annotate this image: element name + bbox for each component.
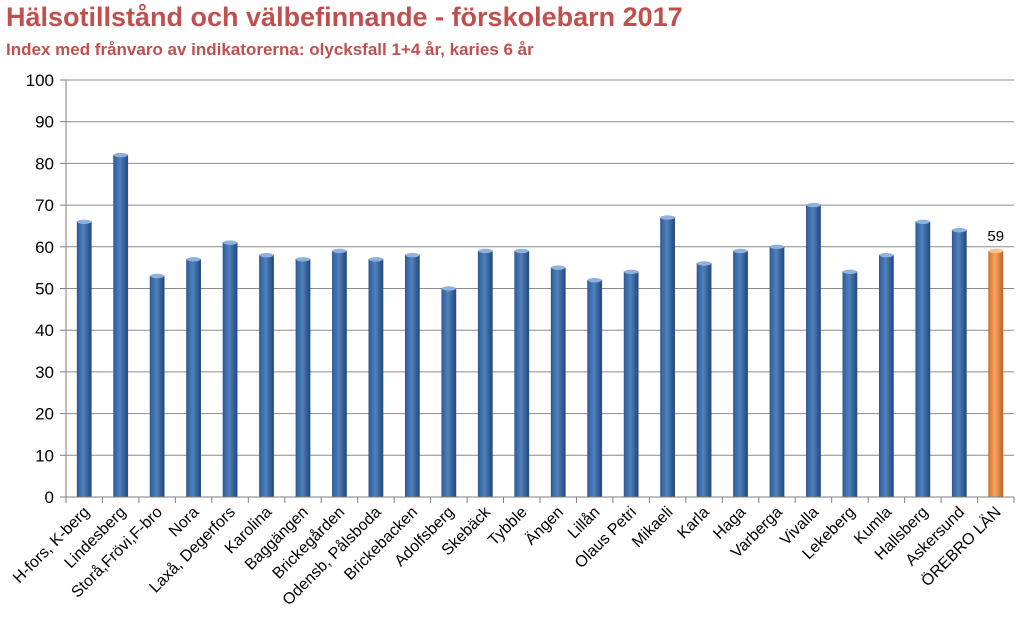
x-category-label: Tybble <box>485 504 530 549</box>
bar-cap <box>77 219 92 224</box>
x-category-label: Ängen <box>522 503 567 548</box>
bar-cap <box>296 257 310 262</box>
bar-olaus-petri <box>623 271 639 498</box>
bar-cap <box>952 227 967 233</box>
bar-cap <box>332 248 347 254</box>
bar-cap <box>697 261 712 266</box>
bar-cap <box>842 269 857 275</box>
bars <box>76 152 1004 498</box>
y-tick-label: 30 <box>35 363 54 382</box>
x-axis-labels: H-fors, K-bergLindesbergStorå,Frövi,F-br… <box>10 503 1005 609</box>
bar-cap <box>441 286 456 291</box>
chart-subtitle: Index med frånvaro av indikatorerna: oly… <box>6 40 534 59</box>
y-tick-label: 90 <box>35 113 54 132</box>
bar-tybble <box>514 250 530 498</box>
bar-cap <box>150 273 165 279</box>
bar-cap <box>587 277 602 283</box>
bar-cap <box>514 248 529 254</box>
bar-hallsberg <box>915 221 931 498</box>
bar-askersund <box>951 229 967 498</box>
bar-mikaeli <box>660 217 676 498</box>
bar-cap <box>186 257 201 262</box>
bar-brickegården <box>332 250 347 498</box>
bar-lillån <box>587 279 603 498</box>
y-tick-label: 10 <box>35 446 54 465</box>
data-labels: 59 <box>987 228 1004 245</box>
x-category-label: Mikaeli <box>629 504 676 551</box>
y-tick-label: 0 <box>45 488 54 507</box>
bar-cap <box>405 252 420 258</box>
bar-cap <box>988 248 1003 254</box>
axes <box>65 80 1015 503</box>
bar-karolina <box>259 254 274 498</box>
bar-baggängen <box>295 258 311 498</box>
bar-karla <box>696 263 712 498</box>
bar-brickebacken <box>404 254 420 498</box>
bar-cap <box>660 215 675 220</box>
bar-cap <box>806 202 821 208</box>
bar-cap <box>113 152 128 158</box>
y-axis-ticks: 0 10 20 30 40 50 60 70 80 90 100 <box>26 71 66 507</box>
bar-h-fors-k-berg <box>76 221 92 498</box>
bar-vivalla <box>806 204 821 498</box>
bar-cap <box>733 248 748 254</box>
y-tick-label: 40 <box>35 321 54 340</box>
bar-adolfsberg <box>441 288 457 498</box>
y-tick-label: 50 <box>35 280 54 299</box>
y-tick-label: 80 <box>35 154 54 173</box>
bar-skebäck <box>477 250 493 498</box>
data-label: 59 <box>987 228 1004 245</box>
gridlines <box>66 79 1014 456</box>
y-tick-label: 100 <box>26 71 54 90</box>
bar-nora <box>186 258 202 498</box>
bar-cap <box>770 244 784 249</box>
bar-kumla <box>878 254 894 498</box>
y-tick-label: 20 <box>35 405 54 424</box>
bar-cap <box>624 269 639 275</box>
bar-ängen <box>550 267 566 498</box>
bar-cap <box>879 252 894 258</box>
bar-örebro-län <box>988 250 1004 498</box>
y-tick-label: 70 <box>35 196 54 215</box>
bar-cap <box>223 240 238 245</box>
bar-cap <box>368 257 383 262</box>
bar-cap <box>478 248 493 254</box>
bar-cap <box>915 219 930 224</box>
bar-odensb-pålsboda <box>368 258 384 498</box>
bar-lindesberg <box>113 154 129 498</box>
bar-cap <box>551 265 566 270</box>
bar-laxå-degerfors <box>222 242 238 498</box>
y-tick-label: 60 <box>35 238 54 257</box>
bar-varberga <box>769 246 785 498</box>
bar-haga <box>733 250 748 498</box>
x-category-label: Karla <box>674 504 713 543</box>
bar-cap <box>259 252 274 258</box>
bar-storå-frövi-f-bro <box>149 275 165 498</box>
chart-title: Hälsotillstånd och välbefinnande - försk… <box>6 2 683 32</box>
bar-lekeberg <box>842 271 858 498</box>
